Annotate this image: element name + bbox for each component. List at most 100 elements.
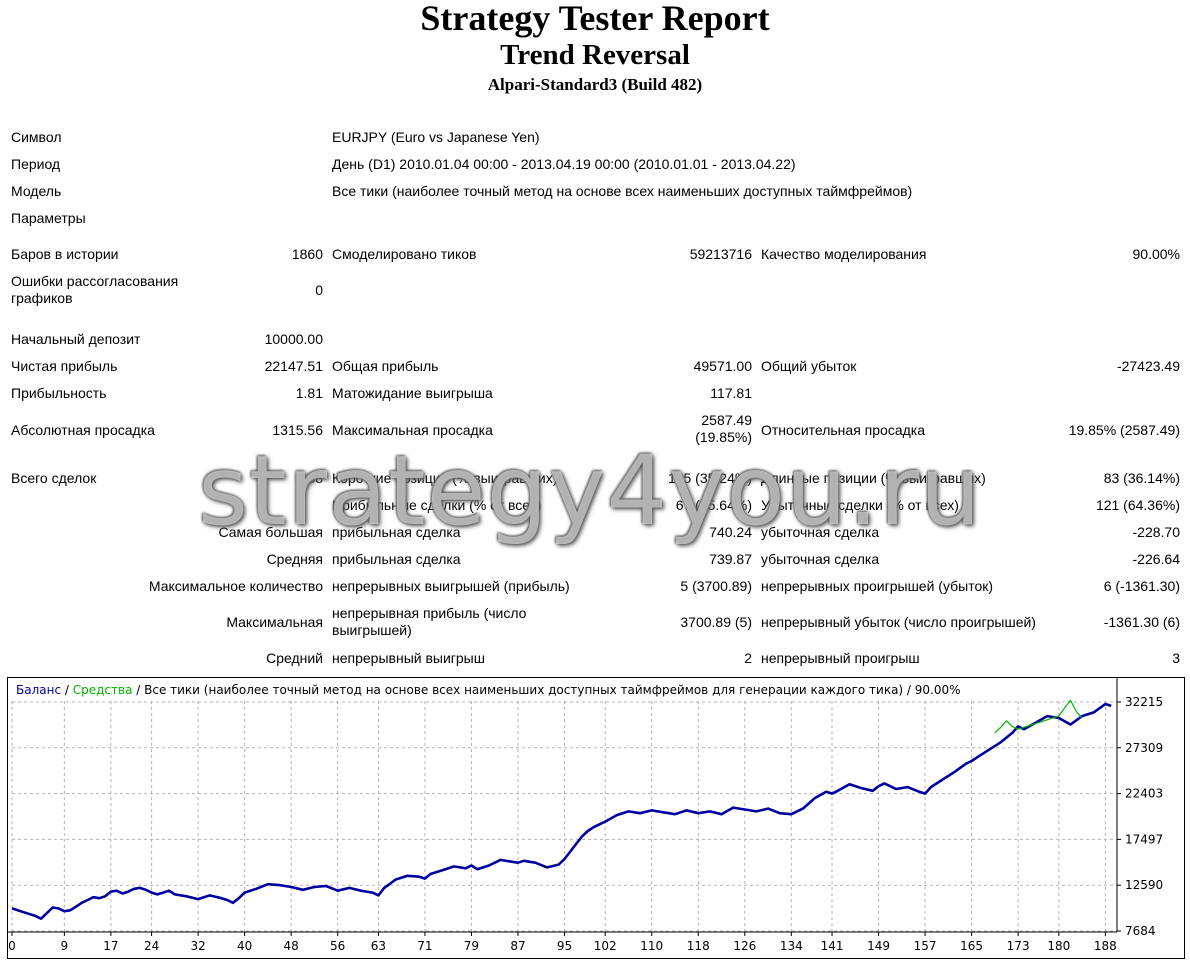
x-tick-label: 126: [733, 939, 756, 953]
report-title: Strategy Tester Report: [420, 0, 770, 38]
x-tick-label: 32: [190, 939, 205, 953]
bars-label: Баров в истории: [11, 246, 119, 262]
x-tick-label: 188: [1094, 939, 1117, 953]
average-loss-value: -226.64: [1132, 551, 1180, 567]
x-tick-label: 17: [103, 939, 118, 953]
gross-profit-label: Общая прибыль: [332, 358, 439, 374]
balance-chart: 0 9 17 24 32 40 48 56 63 71 79 87 95 102 110 118 126 134 1…: [7, 677, 1185, 959]
largest-profit-value: 740.24: [709, 524, 752, 540]
x-tick-label: 24: [144, 939, 159, 953]
x-tick-label: 79: [464, 939, 479, 953]
largest-loss-label: убыточная сделка: [761, 524, 880, 540]
max-drawdown-label: Максимальная просадка: [332, 422, 493, 438]
x-tick-label: 63: [371, 939, 386, 953]
y-tick-label: 17497: [1125, 832, 1163, 846]
x-tick-label: 56: [330, 939, 345, 953]
average-profit-value: 739.87: [709, 551, 752, 567]
max-drawdown-percent: (19.85%): [695, 429, 752, 445]
max-cons-wins-value: 5 (3700.89): [680, 578, 752, 594]
rel-drawdown-label: Относительная просадка: [761, 422, 925, 438]
x-tick-label: 40: [237, 939, 252, 953]
ticks-value: 59213716: [689, 246, 752, 262]
rel-drawdown-value: 19.85% (2587.49): [1068, 422, 1180, 438]
short-positions-label: Короткие позиции (% выигравших): [332, 470, 558, 486]
x-axis: 0 9 17 24 32 40 48 56 63 71 79 87 95 102 110 118 126 134 1…: [7, 931, 1117, 953]
x-tick-label: 134: [780, 939, 803, 953]
quality-value: 90.00%: [1132, 246, 1180, 262]
maximal-loss-label: непрерывный убыток (число проигрышей): [761, 614, 1036, 630]
largest-profit-label: прибыльная сделка: [332, 524, 461, 540]
total-trades-value: 188: [299, 470, 323, 486]
x-tick-label: 180: [1047, 939, 1070, 953]
symbol-label: Символ: [11, 129, 62, 145]
maximal-label: Максимальная: [226, 614, 323, 630]
y-axis: 32215 27309 22403 17497 12590 7684: [1116, 677, 1163, 938]
x-tick-label: 71: [417, 939, 432, 953]
y-tick-label: 7684: [1125, 924, 1156, 938]
gross-loss-label: Общий убыток: [761, 358, 857, 374]
total-trades-label: Всего сделок: [11, 470, 97, 486]
maximal-loss-value: -1361.30 (6): [1103, 614, 1180, 630]
max-cons-losses-label: непрерывных проигрышей (убыток): [761, 578, 994, 594]
params-label: Параметры: [11, 210, 86, 226]
net-profit-value: 22147.51: [264, 358, 323, 374]
legend-description: / Все тики (наиболее точный метод на осн…: [132, 683, 960, 697]
legend-equity: Средства: [73, 683, 133, 697]
abs-drawdown-label: Абсолютная просадка: [11, 422, 155, 438]
gross-loss-value: -27423.49: [1116, 358, 1180, 374]
maximal-profit-label: непрерывная прибыль (число выигрышей): [332, 605, 527, 638]
y-tick-label: 22403: [1125, 787, 1163, 801]
x-tick-label: 165: [960, 939, 983, 953]
avg-cons-label: Средний: [266, 650, 323, 666]
avg-cons-losses-label: непрерывный проигрыш: [761, 650, 920, 666]
x-tick-label: 118: [687, 939, 710, 953]
avg-cons-losses-value: 3: [1172, 650, 1180, 666]
profit-factor-value: 1.81: [295, 385, 323, 401]
ticks-label: Смоделировано тиков: [332, 246, 477, 262]
equity-line: [994, 699, 1083, 734]
max-drawdown-value: 2587.49: [701, 412, 752, 428]
errors-value: 0: [315, 282, 323, 298]
bars-value: 1860: [291, 246, 323, 262]
chart-legend: Баланс / Средства / Все тики (наиболее т…: [16, 683, 961, 697]
errors-label: Ошибки рассогласования графиков: [11, 273, 179, 306]
max-cons-wins-label: непрерывных выигрышей (прибыль): [332, 578, 570, 594]
deposit-value: 10000.00: [264, 331, 323, 347]
abs-drawdown-value: 1315.56: [272, 422, 323, 438]
y-tick-label: 32215: [1125, 695, 1163, 709]
profit-trades-label: Прибыльные сделки (% от всех): [332, 497, 542, 513]
long-positions-value: 83 (36.14%): [1103, 470, 1180, 486]
avg-cons-wins-label: непрерывный выигрыш: [332, 650, 485, 666]
net-profit-label: Чистая прибыль: [11, 358, 118, 374]
period-value: День (D1) 2010.01.04 00:00 - 2013.04.19 …: [332, 156, 796, 172]
x-tick-label: 9: [61, 939, 69, 953]
legend-balance: Баланс: [16, 683, 61, 697]
period-label: Период: [11, 156, 61, 172]
legend-sep: /: [61, 683, 73, 697]
x-tick-label: 102: [594, 939, 617, 953]
server-build: Alpari-Standard3 (Build 482): [487, 75, 703, 94]
x-tick-label: 0: [8, 939, 16, 953]
symbol-value: EURJPY (Euro vs Japanese Yen): [332, 129, 540, 145]
quality-label: Качество моделирования: [761, 246, 927, 262]
strategy-name: Trend Reversal: [500, 39, 690, 71]
long-positions-label: Длинные позиции (% выигравших): [761, 470, 986, 486]
average-label: Средняя: [266, 551, 323, 567]
x-tick-label: 149: [867, 939, 890, 953]
x-tick-label: 173: [1007, 939, 1030, 953]
expected-payoff-label: Матожидание выигрыша: [332, 385, 493, 401]
x-tick-label: 95: [557, 939, 572, 953]
max-count-label: Максимальное количество: [148, 578, 323, 594]
profit-trades-value: 67 (35.64%): [675, 497, 752, 513]
model-value: Все тики (наиболее точный метод на основ…: [332, 183, 913, 199]
y-tick-label: 12590: [1125, 878, 1163, 892]
maximal-profit-value: 3700.89 (5): [680, 614, 752, 630]
gross-profit-value: 49571.00: [693, 358, 752, 374]
loss-trades-value: 121 (64.36%): [1095, 497, 1180, 513]
expected-payoff-value: 117.81: [710, 385, 752, 401]
profit-factor-label: Прибыльность: [11, 385, 107, 401]
y-tick-label: 27309: [1125, 741, 1163, 755]
balance-line: [11, 702, 1112, 920]
avg-cons-wins-value: 2: [744, 650, 752, 666]
average-profit-label: прибыльная сделка: [332, 551, 461, 567]
